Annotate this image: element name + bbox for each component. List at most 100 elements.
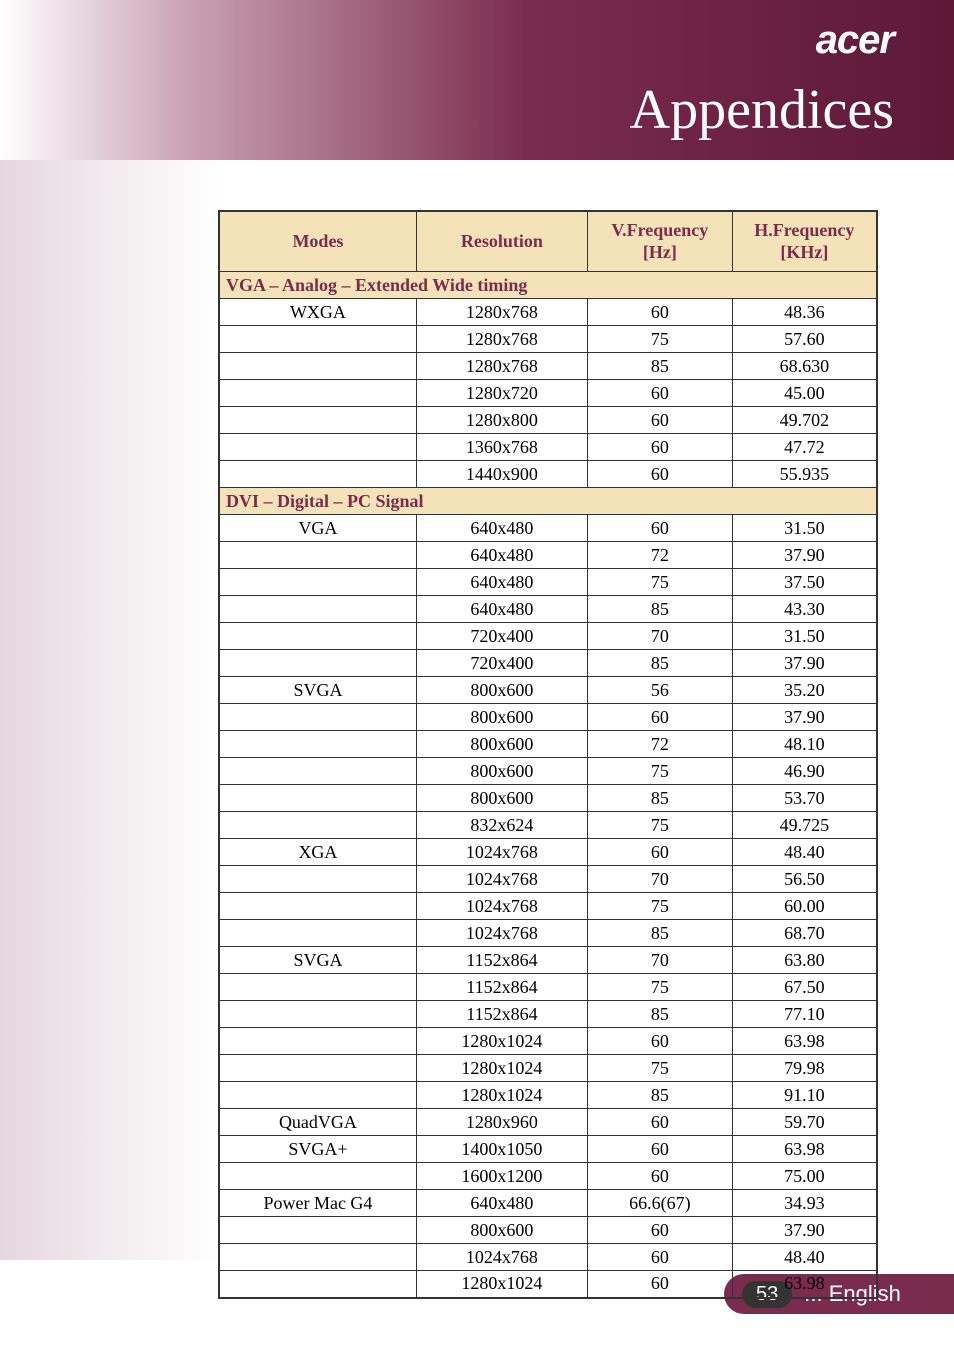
- cell-modes: [219, 569, 416, 596]
- table-row: 800x6007248.10: [219, 731, 877, 758]
- table-row: 1280x10247579.98: [219, 1055, 877, 1082]
- table-row: 640x4807237.90: [219, 542, 877, 569]
- cell-hfreq: 48.10: [732, 731, 877, 758]
- cell-vfreq: 85: [587, 353, 732, 380]
- cell-hfreq: 37.90: [732, 650, 877, 677]
- cell-resolution: 800x600: [416, 731, 587, 758]
- cell-resolution: 1024x768: [416, 893, 587, 920]
- cell-hfreq: 37.90: [732, 542, 877, 569]
- cell-resolution: 800x600: [416, 677, 587, 704]
- cell-vfreq: 56: [587, 677, 732, 704]
- cell-resolution: 1280x1024: [416, 1271, 587, 1298]
- cell-modes: [219, 1217, 416, 1244]
- col-header-modes: Modes: [219, 211, 416, 272]
- cell-modes: WXGA: [219, 299, 416, 326]
- table-row: 1024x7687056.50: [219, 866, 877, 893]
- cell-resolution: 1024x768: [416, 866, 587, 893]
- cell-modes: [219, 407, 416, 434]
- cell-resolution: 800x600: [416, 704, 587, 731]
- cell-resolution: 640x480: [416, 596, 587, 623]
- cell-vfreq: 60: [587, 704, 732, 731]
- cell-vfreq: 70: [587, 866, 732, 893]
- cell-resolution: 1280x1024: [416, 1082, 587, 1109]
- section-title: DVI – Digital – PC Signal: [219, 488, 877, 515]
- brand-logo: acer: [816, 18, 894, 63]
- cell-resolution: 1600x1200: [416, 1163, 587, 1190]
- table-body: VGA – Analog – Extended Wide timingWXGA1…: [219, 272, 877, 1298]
- cell-resolution: 1024x768: [416, 1244, 587, 1271]
- cell-resolution: 1152x864: [416, 1001, 587, 1028]
- table-row: 720x4007031.50: [219, 623, 877, 650]
- cell-modes: [219, 326, 416, 353]
- cell-hfreq: 34.93: [732, 1190, 877, 1217]
- cell-modes: [219, 1028, 416, 1055]
- cell-resolution: 1400x1050: [416, 1136, 587, 1163]
- cell-modes: [219, 731, 416, 758]
- cell-modes: [219, 1244, 416, 1271]
- cell-modes: [219, 623, 416, 650]
- cell-vfreq: 75: [587, 758, 732, 785]
- cell-vfreq: 60: [587, 434, 732, 461]
- cell-modes: SVGA: [219, 677, 416, 704]
- table-row: 832x6247549.725: [219, 812, 877, 839]
- cell-hfreq: 49.702: [732, 407, 877, 434]
- page-title: Appendices: [630, 78, 894, 142]
- table-row: VGA640x4806031.50: [219, 515, 877, 542]
- table-row: 1280x7688568.630: [219, 353, 877, 380]
- col-header-vfreq: V.Frequency[Hz]: [587, 211, 732, 272]
- cell-modes: [219, 1082, 416, 1109]
- table-row: 1280x10246063.98: [219, 1271, 877, 1298]
- col-header-resolution: Resolution: [416, 211, 587, 272]
- cell-hfreq: 48.40: [732, 839, 877, 866]
- cell-modes: [219, 758, 416, 785]
- cell-vfreq: 60: [587, 380, 732, 407]
- cell-hfreq: 47.72: [732, 434, 877, 461]
- cell-modes: [219, 893, 416, 920]
- cell-vfreq: 60: [587, 839, 732, 866]
- table-row: 1600x12006075.00: [219, 1163, 877, 1190]
- table-row: QuadVGA1280x9606059.70: [219, 1109, 877, 1136]
- cell-modes: VGA: [219, 515, 416, 542]
- cell-vfreq: 75: [587, 1055, 732, 1082]
- cell-hfreq: 35.20: [732, 677, 877, 704]
- cell-vfreq: 75: [587, 326, 732, 353]
- section-row: DVI – Digital – PC Signal: [219, 488, 877, 515]
- cell-modes: [219, 920, 416, 947]
- table-row: SVGA1152x8647063.80: [219, 947, 877, 974]
- cell-vfreq: 60: [587, 515, 732, 542]
- cell-vfreq: 60: [587, 1271, 732, 1298]
- cell-hfreq: 68.70: [732, 920, 877, 947]
- cell-modes: SVGA: [219, 947, 416, 974]
- cell-modes: [219, 1001, 416, 1028]
- cell-resolution: 1024x768: [416, 839, 587, 866]
- cell-vfreq: 60: [587, 1217, 732, 1244]
- cell-resolution: 1440x900: [416, 461, 587, 488]
- cell-resolution: 1280x960: [416, 1109, 587, 1136]
- cell-vfreq: 85: [587, 785, 732, 812]
- cell-resolution: 1280x768: [416, 353, 587, 380]
- cell-hfreq: 43.30: [732, 596, 877, 623]
- cell-resolution: 1360x768: [416, 434, 587, 461]
- section-row: VGA – Analog – Extended Wide timing: [219, 272, 877, 299]
- cell-resolution: 800x600: [416, 1217, 587, 1244]
- section-title: VGA – Analog – Extended Wide timing: [219, 272, 877, 299]
- compatibility-table: Modes Resolution V.Frequency[Hz] H.Frequ…: [218, 210, 878, 1299]
- cell-hfreq: 37.90: [732, 1217, 877, 1244]
- table-row: 1280x7206045.00: [219, 380, 877, 407]
- table-row: 640x4807537.50: [219, 569, 877, 596]
- cell-resolution: 720x400: [416, 623, 587, 650]
- cell-vfreq: 75: [587, 569, 732, 596]
- cell-vfreq: 60: [587, 407, 732, 434]
- cell-resolution: 1280x1024: [416, 1028, 587, 1055]
- cell-resolution: 640x480: [416, 1190, 587, 1217]
- cell-hfreq: 48.36: [732, 299, 877, 326]
- cell-vfreq: 60: [587, 1244, 732, 1271]
- table-row: 1024x7686048.40: [219, 1244, 877, 1271]
- table-row: 1280x10246063.98: [219, 1028, 877, 1055]
- cell-vfreq: 70: [587, 623, 732, 650]
- table-row: 640x4808543.30: [219, 596, 877, 623]
- cell-modes: XGA: [219, 839, 416, 866]
- cell-resolution: 1280x1024: [416, 1055, 587, 1082]
- cell-resolution: 640x480: [416, 542, 587, 569]
- cell-vfreq: 72: [587, 542, 732, 569]
